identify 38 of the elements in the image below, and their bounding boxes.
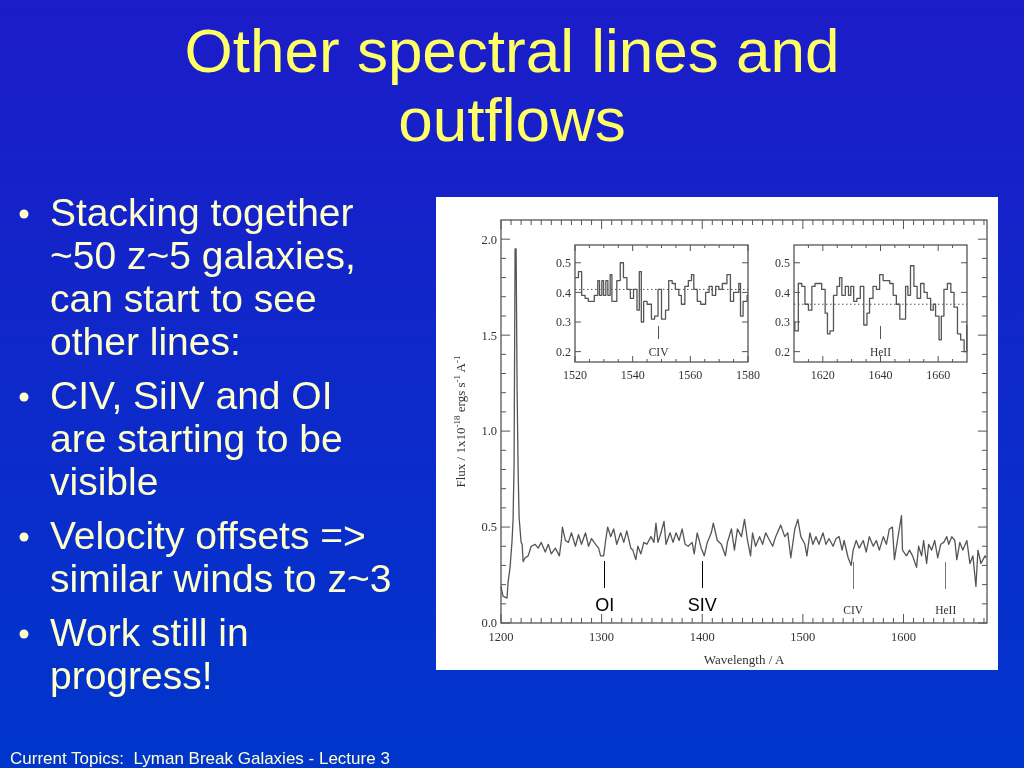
y-tick-label: 0.5	[481, 520, 497, 535]
x-tick-label: 1520	[563, 368, 587, 382]
x-tick-label: 1400	[689, 629, 715, 644]
ref-line-label: HeII	[935, 604, 957, 617]
x-tick-label: 1600	[890, 629, 916, 644]
y-tick-label: 2.0	[481, 232, 497, 247]
y-tick-label: 0.4	[775, 285, 790, 300]
y-tick-label: 1.0	[481, 424, 497, 439]
x-tick-label: 1500	[790, 629, 816, 644]
text: Current Topics: Lyman Break Galaxies - Lecture 3	[10, 749, 390, 768]
x-tick-label: 1620	[810, 368, 835, 382]
x-axis-title: Wavelength / A	[703, 652, 785, 667]
ref-line-label: CIV	[843, 604, 864, 617]
text: Stacking together ~50 z~5 galaxies, can start to see other lines:	[50, 191, 356, 363]
text: Work still in progress!	[50, 611, 249, 697]
text: CIV, SiIV and OI are starting to be visible	[50, 374, 343, 503]
ref-line-label: SIV	[687, 595, 717, 616]
y-tick-label: 0.3	[556, 315, 571, 330]
x-tick-label: 1580	[736, 368, 760, 382]
y-tick-label: 0.2	[775, 344, 790, 359]
y-tick-label: 0.2	[556, 344, 571, 359]
x-tick-label: 1560	[678, 368, 703, 382]
text: Velocity offsets => similar winds to z~3	[50, 514, 392, 600]
ref-line-label: HeII	[869, 346, 892, 359]
x-tick-label: 1300	[589, 629, 615, 644]
x-tick-label: 1640	[868, 368, 893, 382]
y-tick-label: 0.5	[775, 255, 790, 270]
ref-line-label: OI	[595, 595, 615, 616]
y-tick-label: 1.5	[481, 328, 497, 343]
y-tick-label: 0.3	[775, 315, 790, 330]
y-tick-label: 0.5	[556, 255, 571, 270]
x-tick-label: 1200	[488, 629, 514, 644]
x-tick-label: 1540	[620, 368, 645, 382]
y-tick-label: 0.0	[481, 616, 497, 631]
chart-title: Other spectral lines and outflows	[184, 16, 840, 154]
ref-line-label: CIV	[648, 346, 670, 359]
y-tick-label: 0.4	[556, 285, 571, 300]
x-tick-label: 1660	[926, 368, 951, 382]
